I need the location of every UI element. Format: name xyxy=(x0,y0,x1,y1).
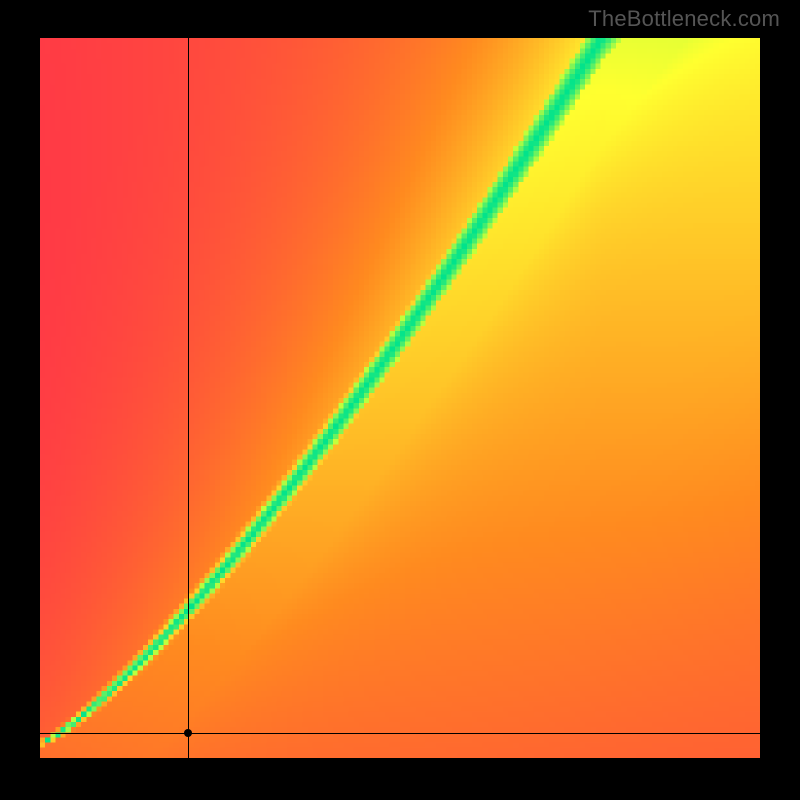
crosshair-horizontal xyxy=(40,733,760,734)
heatmap-plot xyxy=(40,38,760,758)
watermark-text: TheBottleneck.com xyxy=(588,6,780,32)
crosshair-marker xyxy=(184,729,192,737)
crosshair-vertical xyxy=(188,38,189,758)
heatmap-canvas xyxy=(40,38,760,758)
